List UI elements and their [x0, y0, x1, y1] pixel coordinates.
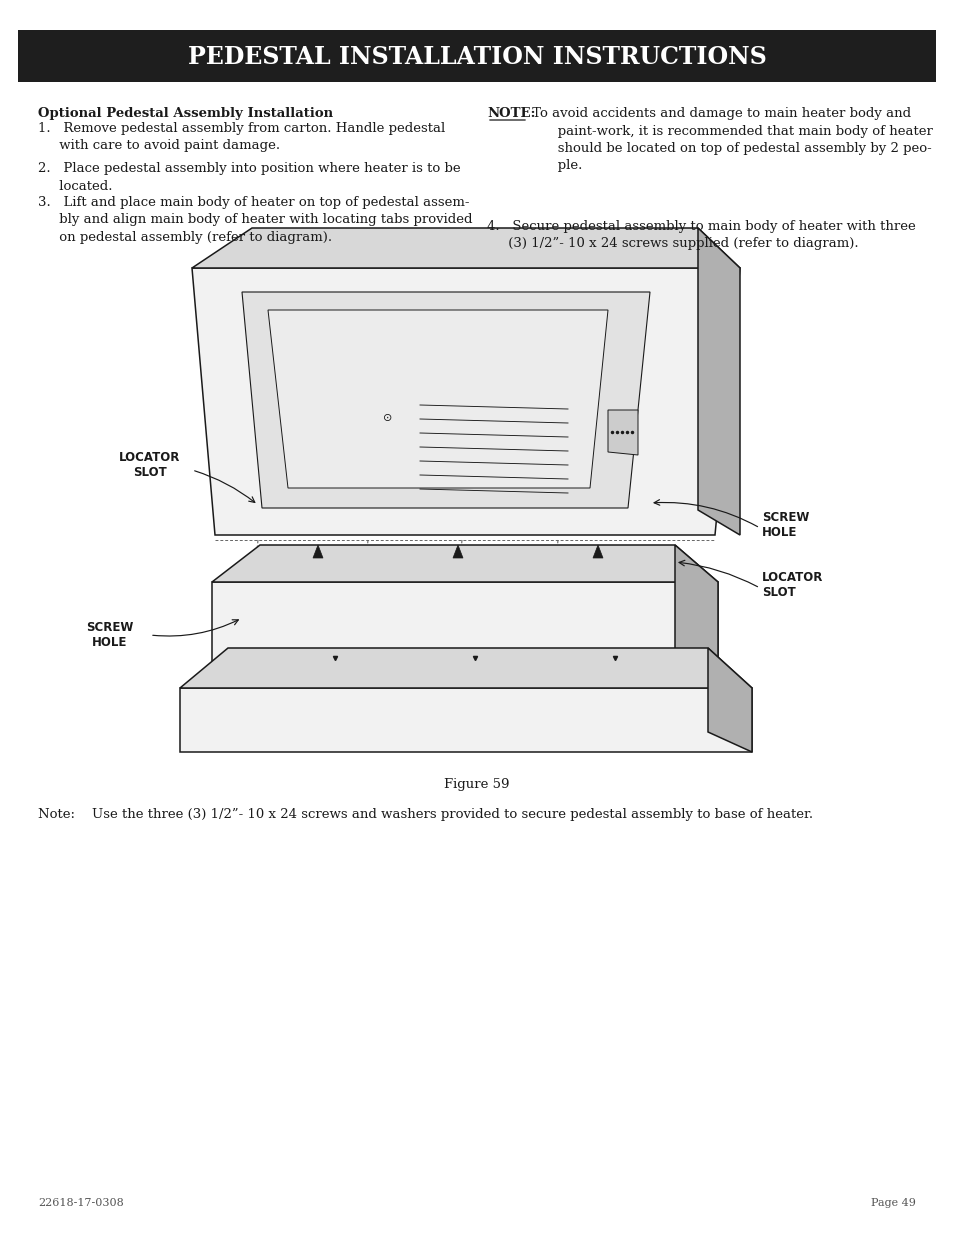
Polygon shape: [268, 310, 607, 488]
Text: Note:    Use the three (3) 1/2”- 10 x 24 screws and washers provided to secure p: Note: Use the three (3) 1/2”- 10 x 24 sc…: [38, 808, 812, 821]
Text: LOCATOR
SLOT: LOCATOR SLOT: [119, 451, 180, 479]
Polygon shape: [180, 648, 751, 688]
Text: Optional Pedestal Assembly Installation: Optional Pedestal Assembly Installation: [38, 107, 333, 120]
Polygon shape: [192, 228, 740, 268]
Text: 1.   Remove pedestal assembly from carton. Handle pedestal
     with care to avo: 1. Remove pedestal assembly from carton.…: [38, 122, 445, 152]
Polygon shape: [212, 545, 718, 582]
Polygon shape: [192, 268, 740, 535]
Text: SCREW
HOLE: SCREW HOLE: [86, 621, 133, 650]
Polygon shape: [698, 228, 740, 535]
Text: LOCATOR
SLOT: LOCATOR SLOT: [761, 571, 822, 599]
Text: ⊙: ⊙: [383, 412, 393, 424]
Text: PEDESTAL INSTALLATION INSTRUCTIONS: PEDESTAL INSTALLATION INSTRUCTIONS: [188, 44, 765, 69]
Text: To avoid accidents and damage to main heater body and
       paint-work, it is r: To avoid accidents and damage to main he…: [527, 107, 932, 173]
Polygon shape: [180, 688, 751, 752]
Polygon shape: [453, 545, 462, 558]
Text: 3.   Lift and place main body of heater on top of pedestal assem-
     bly and a: 3. Lift and place main body of heater on…: [38, 196, 472, 245]
Polygon shape: [313, 545, 323, 558]
Polygon shape: [675, 545, 718, 688]
Polygon shape: [607, 410, 638, 454]
Bar: [18, 30, 935, 82]
Text: SCREW
HOLE: SCREW HOLE: [761, 511, 808, 538]
Polygon shape: [593, 545, 602, 558]
Polygon shape: [212, 582, 718, 688]
Text: 4.   Secure pedestal assembly to main body of heater with three
     (3) 1/2”- 1: 4. Secure pedestal assembly to main body…: [486, 220, 915, 251]
Polygon shape: [707, 648, 751, 752]
Text: NOTE:: NOTE:: [486, 107, 535, 120]
Text: 2.   Place pedestal assembly into position where heater is to be
     located.: 2. Place pedestal assembly into position…: [38, 162, 460, 193]
Text: 22618-17-0308: 22618-17-0308: [38, 1198, 124, 1208]
Polygon shape: [242, 291, 649, 508]
Text: Figure 59: Figure 59: [444, 778, 509, 790]
Text: Page 49: Page 49: [870, 1198, 915, 1208]
